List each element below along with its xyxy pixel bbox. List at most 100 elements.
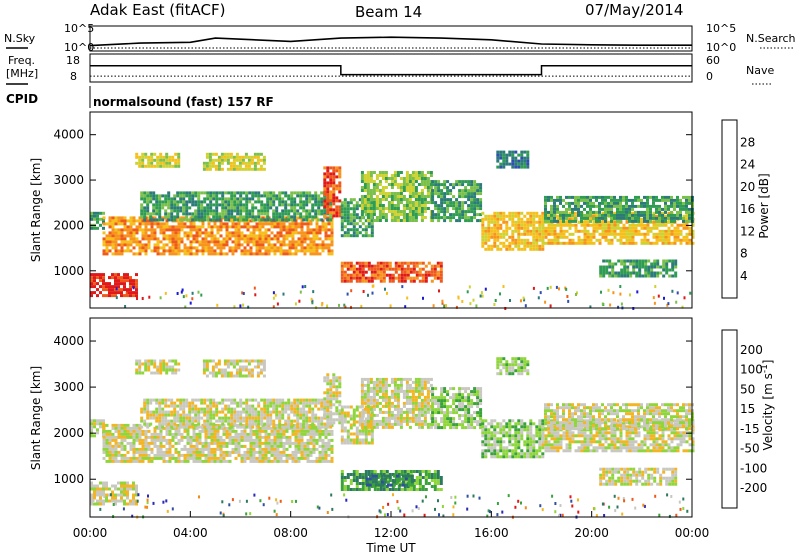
- heatmap-cell: [273, 252, 277, 256]
- heatmap-cell: [105, 481, 108, 485]
- heatmap-cell: [120, 288, 123, 292]
- heatmap-cell: [197, 191, 201, 195]
- heatmap-cell: [418, 273, 422, 277]
- heatmap-cell: [238, 161, 242, 165]
- heatmap-cell: [244, 365, 248, 369]
- heatmap-cell: [508, 247, 512, 251]
- heatmap-cell: [270, 444, 274, 448]
- heatmap-cell: [562, 235, 566, 239]
- heatmap-cell: [168, 237, 172, 241]
- heatmap-cell: [619, 235, 623, 239]
- heatmap-cell: [529, 220, 533, 224]
- heatmap-cell: [349, 234, 353, 238]
- heatmap-cell: [443, 180, 447, 184]
- heatmap-cell: [191, 291, 194, 295]
- heatmap-cell: [233, 209, 237, 213]
- heatmap-cell: [517, 238, 521, 242]
- heatmap-cell: [523, 238, 527, 242]
- heatmap-cell: [443, 213, 447, 217]
- heatmap-cell: [355, 231, 359, 235]
- heatmap-cell: [266, 209, 270, 213]
- heatmap-cell: [179, 401, 183, 405]
- heatmap-cell: [132, 484, 135, 488]
- heatmap-cell: [553, 232, 557, 236]
- heatmap-cell: [287, 194, 291, 198]
- heatmap-cell: [394, 270, 398, 274]
- heatmap-cell: [182, 218, 186, 222]
- heatmap-cell: [511, 220, 515, 224]
- heatmap-cell: [207, 444, 211, 448]
- heatmap-cell: [360, 207, 364, 210]
- heatmap-cell: [279, 231, 283, 235]
- heatmap-cell: [670, 229, 674, 233]
- heatmap-cell: [132, 438, 136, 442]
- heatmap-cell: [254, 200, 258, 204]
- heatmap-cell: [117, 288, 120, 292]
- heatmap-cell: [426, 189, 430, 192]
- heatmap-cell: [598, 216, 601, 220]
- heatmap-cell: [242, 215, 246, 219]
- heatmap-cell: [240, 456, 244, 460]
- heatmap-cell: [155, 398, 159, 402]
- heatmap-cell: [661, 207, 664, 211]
- heatmap-cell: [153, 237, 157, 241]
- heatmap-cell: [369, 213, 373, 216]
- heatmap-cell: [185, 203, 189, 207]
- heatmap-cell: [223, 155, 227, 159]
- heatmap-cell: [180, 459, 184, 463]
- heatmap-cell: [434, 213, 438, 217]
- heatmap-cell: [210, 240, 214, 244]
- heatmap-cell: [235, 368, 239, 372]
- heatmap-cell: [306, 234, 310, 238]
- heatmap-cell: [226, 161, 230, 165]
- heatmap-cell: [372, 207, 376, 210]
- heatmap-cell: [324, 222, 328, 226]
- heatmap-cell: [171, 164, 175, 168]
- heatmap-cell: [406, 261, 410, 265]
- heatmap-cell: [165, 155, 169, 159]
- heatmap-cell: [198, 438, 202, 442]
- heatmap-cell: [640, 201, 643, 205]
- heatmap-cell: [288, 435, 292, 439]
- heatmap-cell: [159, 228, 163, 232]
- heatmap-cell: [267, 426, 271, 430]
- heatmap-cell: [197, 209, 201, 213]
- heatmap-cell: [180, 249, 184, 253]
- heatmap-cell: [502, 159, 506, 163]
- heatmap-cell: [243, 423, 247, 427]
- heatmap-cell: [240, 231, 244, 235]
- heatmap-cell: [177, 362, 181, 366]
- heatmap-cell: [526, 153, 530, 157]
- heatmap-cell: [168, 249, 172, 253]
- heatmap-cell: [532, 214, 536, 218]
- heatmap-cell: [105, 484, 108, 488]
- heatmap-cell: [220, 155, 224, 159]
- heatmap-cell: [206, 215, 210, 219]
- heatmap-cell: [149, 194, 153, 198]
- heatmap-cell: [414, 216, 418, 219]
- heatmap-cell: [396, 186, 400, 189]
- heatmap-cell: [479, 189, 483, 193]
- heatmap-cell: [647, 271, 651, 275]
- heatmap-cell: [367, 234, 371, 238]
- heatmap-cell: [321, 222, 325, 226]
- heatmap-cell: [679, 216, 682, 220]
- heatmap-cell: [559, 232, 563, 236]
- heatmap-cell: [177, 237, 181, 241]
- heatmap-cell: [601, 216, 604, 220]
- heatmap-cell: [90, 499, 93, 503]
- heatmap-cell: [120, 222, 124, 226]
- heatmap-cell: [161, 200, 165, 204]
- heatmap-cell: [234, 243, 238, 247]
- heatmap-cell: [643, 195, 646, 199]
- heatmap-cell: [156, 164, 160, 168]
- heatmap-cell: [138, 240, 142, 244]
- heatmap-cell: [640, 198, 643, 202]
- heatmap-cell: [129, 282, 132, 286]
- heatmap-cell: [403, 267, 407, 271]
- heatmap-cell: [247, 359, 251, 363]
- heatmap-cell: [613, 223, 617, 227]
- heatmap-cell: [252, 228, 256, 232]
- heatmap-cell: [222, 456, 226, 460]
- heatmap-cell: [467, 210, 471, 214]
